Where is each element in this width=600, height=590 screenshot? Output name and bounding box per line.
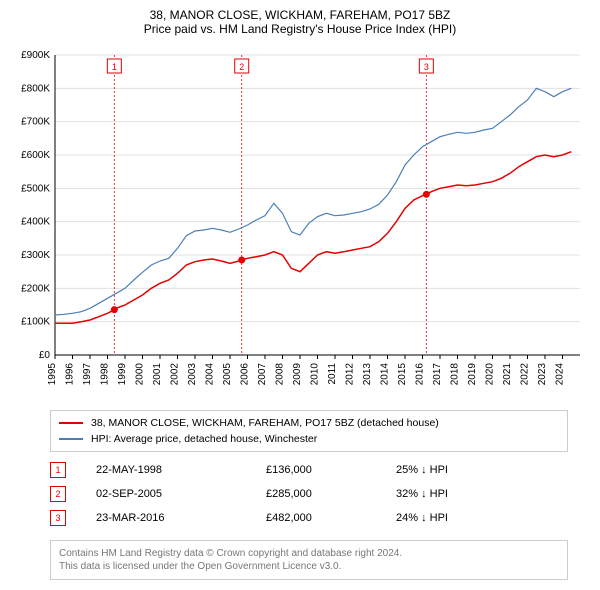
svg-text:2008: 2008 (275, 363, 286, 386)
svg-text:£300K: £300K (21, 250, 50, 261)
svg-text:2022: 2022 (520, 363, 531, 386)
svg-text:2005: 2005 (222, 363, 233, 386)
svg-text:2014: 2014 (380, 363, 391, 386)
legend-swatch (59, 438, 83, 440)
svg-text:2018: 2018 (450, 363, 461, 386)
svg-text:£500K: £500K (21, 183, 50, 194)
sale-price: £136,000 (266, 464, 396, 476)
svg-text:£800K: £800K (21, 83, 50, 94)
sale-hpi-delta: 25% ↓ HPI (396, 464, 526, 476)
svg-text:2001: 2001 (152, 363, 163, 386)
footer-line-1: Contains HM Land Registry data © Crown c… (59, 547, 559, 560)
svg-text:2013: 2013 (362, 363, 373, 386)
sale-marker: 1 (50, 462, 66, 478)
legend-row: 38, MANOR CLOSE, WICKHAM, FAREHAM, PO17 … (59, 415, 559, 431)
sales-table: 1 22-MAY-1998£136,00025% ↓ HPI 2 02-SEP-200… (50, 458, 550, 530)
svg-text:£100K: £100K (21, 317, 50, 328)
legend-box: 38, MANOR CLOSE, WICKHAM, FAREHAM, PO17 … (50, 410, 568, 452)
svg-text:2000: 2000 (135, 363, 146, 386)
svg-text:1997: 1997 (82, 363, 93, 386)
svg-text:£0: £0 (39, 350, 51, 361)
svg-text:£400K: £400K (21, 217, 50, 228)
sale-hpi-delta: 32% ↓ HPI (396, 488, 526, 500)
legend-swatch (59, 422, 83, 424)
title-block: 38, MANOR CLOSE, WICKHAM, FAREHAM, PO17 … (0, 0, 600, 36)
svg-text:2015: 2015 (397, 363, 408, 386)
svg-text:1: 1 (112, 62, 117, 72)
svg-text:2009: 2009 (292, 363, 303, 386)
svg-text:2: 2 (239, 62, 244, 72)
title-address: 38, MANOR CLOSE, WICKHAM, FAREHAM, PO17 … (0, 8, 600, 22)
svg-text:1996: 1996 (65, 363, 76, 386)
svg-text:£900K: £900K (21, 50, 50, 61)
svg-text:£200K: £200K (21, 283, 50, 294)
title-subtitle: Price paid vs. HM Land Registry's House … (0, 22, 600, 36)
svg-text:2006: 2006 (240, 363, 251, 386)
svg-text:2024: 2024 (555, 363, 566, 386)
svg-text:2016: 2016 (415, 363, 426, 386)
sale-price: £285,000 (266, 488, 396, 500)
svg-text:1998: 1998 (100, 363, 111, 386)
svg-text:2004: 2004 (205, 363, 216, 386)
legend-row: HPI: Average price, detached house, Winc… (59, 431, 559, 447)
svg-text:1999: 1999 (117, 363, 128, 386)
sale-marker: 3 (50, 510, 66, 526)
sales-row: 3 23-MAR-2016£482,00024% ↓ HPI (50, 506, 550, 530)
sale-price: £482,000 (266, 512, 396, 524)
svg-text:2002: 2002 (170, 363, 181, 386)
legend-label: 38, MANOR CLOSE, WICKHAM, FAREHAM, PO17 … (91, 417, 439, 429)
svg-text:2003: 2003 (187, 363, 198, 386)
sales-row: 1 22-MAY-1998£136,00025% ↓ HPI (50, 458, 550, 482)
sale-marker: 2 (50, 486, 66, 502)
sales-row: 2 02-SEP-2005£285,00032% ↓ HPI (50, 482, 550, 506)
sale-hpi-delta: 24% ↓ HPI (396, 512, 526, 524)
legend-label: HPI: Average price, detached house, Winc… (91, 433, 317, 445)
svg-text:3: 3 (424, 62, 429, 72)
footer-line-2: This data is licensed under the Open Gov… (59, 560, 559, 573)
svg-text:2007: 2007 (257, 363, 268, 386)
svg-text:£700K: £700K (21, 117, 50, 128)
svg-text:£600K: £600K (21, 150, 50, 161)
svg-text:2012: 2012 (345, 363, 356, 386)
svg-text:2023: 2023 (537, 363, 548, 386)
svg-text:2020: 2020 (485, 363, 496, 386)
chart-svg: £0 £100K £200K £300K £400K £500K £600K £700K £80… (10, 45, 590, 405)
footer-box: Contains HM Land Registry data © Crown c… (50, 540, 568, 580)
page-container: { "titles": { "address": "38, MANOR CLOS… (0, 0, 600, 590)
sale-date: 02-SEP-2005 (96, 488, 266, 500)
svg-text:2010: 2010 (310, 363, 321, 386)
svg-text:2021: 2021 (502, 363, 513, 386)
chart-area: £0 £100K £200K £300K £400K £500K £600K £700K £80… (10, 45, 590, 405)
sale-date: 22-MAY-1998 (96, 464, 266, 476)
sale-date: 23-MAR-2016 (96, 512, 266, 524)
svg-text:2011: 2011 (327, 363, 338, 385)
svg-text:2019: 2019 (467, 363, 478, 386)
svg-text:1995: 1995 (47, 363, 58, 386)
svg-text:2017: 2017 (432, 363, 443, 386)
